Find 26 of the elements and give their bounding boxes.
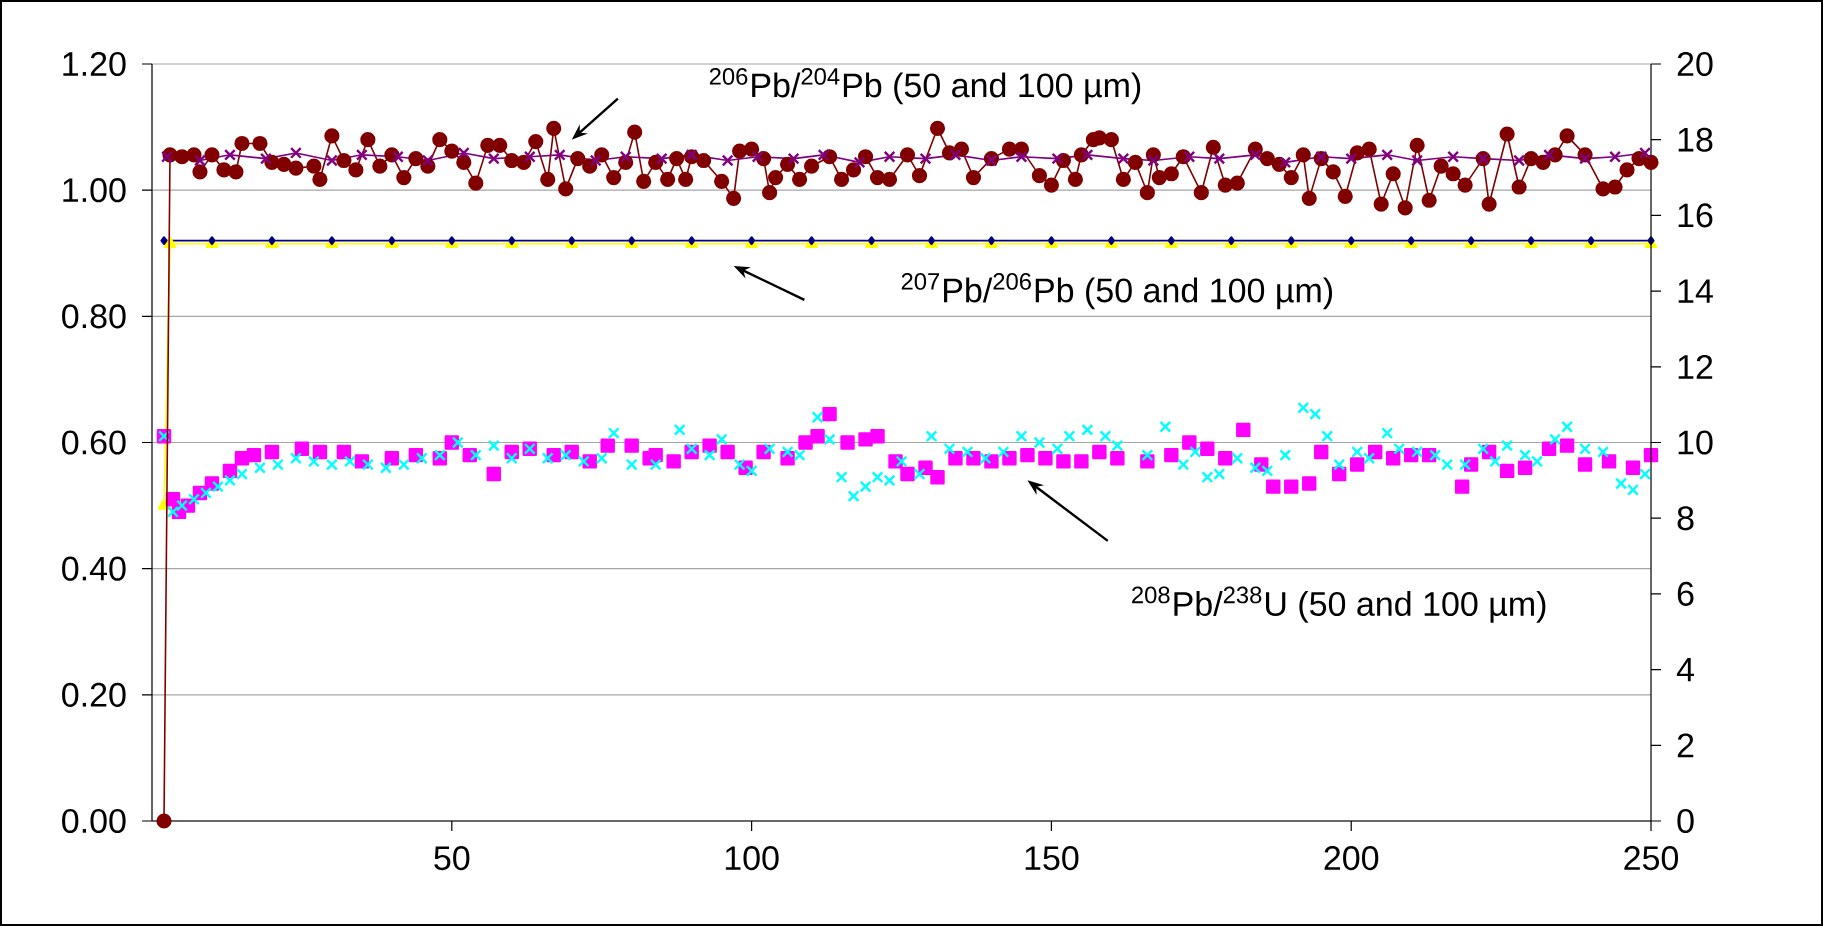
y-tick-label: 0.00 <box>62 808 126 834</box>
y-tick-label: 0.20 <box>62 682 126 707</box>
y-tick-label: 0.40 <box>62 556 126 581</box>
x-tick-label: 150 <box>1025 846 1079 871</box>
x-tick-label: 50 <box>434 846 470 871</box>
annotation: $^{206}$Pb/$^{204}$Pb (50 and 100 µm) <box>709 67 1141 105</box>
x-tick-label: 100 <box>725 846 779 871</box>
x-tick-label: 200 <box>1324 846 1379 871</box>
annotation: $^{207}$Pb/$^{206}$Pb (50 and 100 µm) <box>901 272 1333 310</box>
y2-tick-label: 2 <box>1677 733 1694 758</box>
x-tick-label: 250 <box>1624 846 1679 871</box>
y-tick-label: 0.80 <box>62 304 126 329</box>
y2-tick-label: 18 <box>1678 127 1713 152</box>
y2-tick-label: 6 <box>1677 581 1694 606</box>
annotation: $^{208}$Pb/$^{238}$U (50 and 100 µm) <box>1132 586 1546 623</box>
y2-tick-label: 16 <box>1678 203 1713 228</box>
y2-tick-label: 12 <box>1678 354 1713 379</box>
y2-tick-label: 4 <box>1676 657 1694 682</box>
y2-tick-label: 0 <box>1677 808 1694 834</box>
y-tick-label: 1.20 <box>63 51 126 77</box>
y2-tick-label: 10 <box>1678 430 1713 455</box>
y2-tick-label: 20 <box>1677 51 1713 77</box>
y-tick-label: 1.00 <box>63 178 126 203</box>
y-tick-label: 0.60 <box>62 430 126 455</box>
y2-tick-label: 14 <box>1678 279 1713 303</box>
y2-tick-label: 8 <box>1677 506 1694 531</box>
